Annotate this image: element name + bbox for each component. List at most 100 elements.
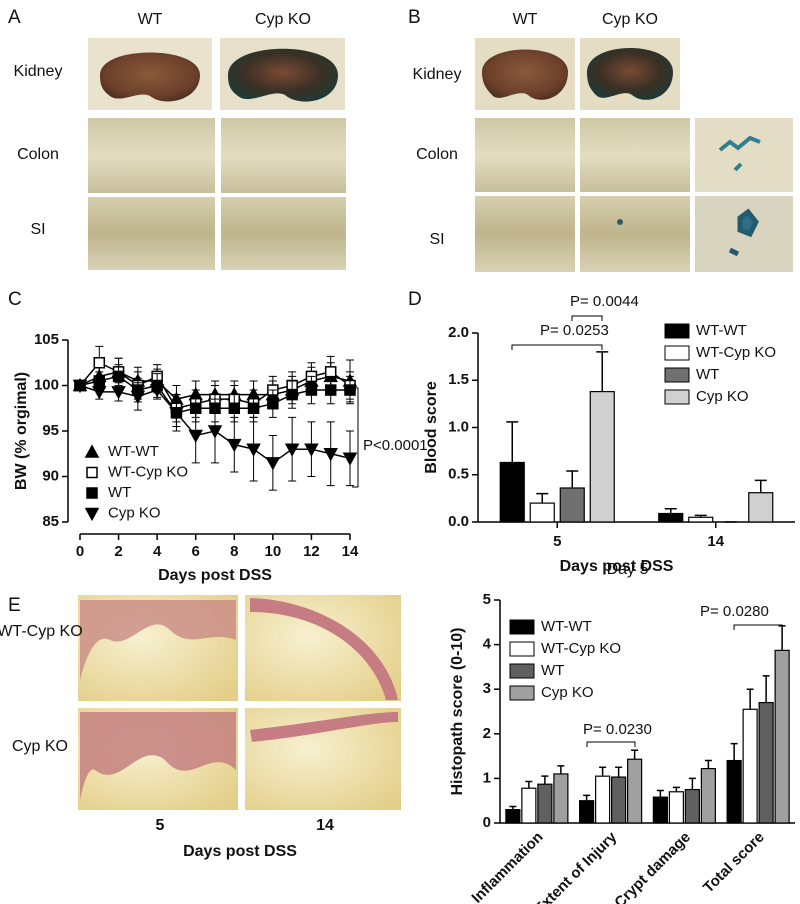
y-tick-label: 5 — [483, 591, 491, 608]
tissue — [250, 598, 398, 700]
x-axis-label: Days post DSS — [560, 558, 674, 575]
y-tick-label: 2 — [483, 725, 491, 742]
x-tick-label: 12 — [303, 543, 320, 560]
bar — [684, 788, 700, 824]
x-tick-label: Inflammation — [468, 829, 546, 904]
legend-label: WT-WT — [108, 443, 159, 460]
x-tick-label: 14 — [342, 543, 359, 560]
bar — [700, 767, 716, 824]
legend-label: WT — [541, 662, 564, 679]
legend-label: WT — [108, 484, 131, 501]
marker — [86, 466, 98, 479]
x-tick-label: 0 — [76, 543, 84, 560]
marker — [286, 388, 298, 401]
tissue — [250, 712, 398, 742]
x-tick-label: 2 — [114, 543, 122, 560]
bracket — [571, 315, 603, 321]
x-tick-label: 8 — [230, 543, 238, 560]
column-label: Cyp KO — [255, 11, 311, 28]
marker — [323, 448, 338, 462]
photo — [88, 197, 215, 270]
marker — [72, 379, 88, 394]
photo — [221, 118, 346, 193]
tissue — [80, 712, 236, 800]
error-bar — [536, 492, 549, 504]
bar — [579, 800, 595, 824]
marker — [267, 397, 279, 410]
error-bar — [599, 766, 607, 777]
column-label: WT — [513, 11, 538, 28]
legend-swatch — [664, 323, 690, 339]
photo — [475, 196, 575, 272]
column-label: 5 — [156, 817, 165, 834]
error-bar — [615, 766, 623, 778]
x-tick-label: 6 — [192, 543, 200, 560]
annotation: P= 0.0230 — [583, 721, 652, 738]
error-bar — [566, 470, 579, 488]
marker — [265, 457, 281, 471]
bar — [726, 759, 742, 824]
error-bar — [664, 508, 677, 514]
y-tick-label: 105 — [34, 331, 59, 348]
y-tick-label: 0.5 — [448, 466, 469, 483]
annotation: P<0.0001 — [363, 437, 428, 454]
bar — [521, 787, 537, 824]
stain — [718, 135, 761, 172]
y-tick-label: 95 — [42, 422, 59, 439]
legend-swatch — [509, 663, 535, 679]
row-label: SI — [429, 231, 444, 248]
photo — [695, 118, 793, 192]
bar — [553, 773, 569, 824]
kidney — [228, 48, 338, 102]
marker — [112, 370, 125, 383]
bar — [559, 487, 585, 523]
error-bar — [754, 479, 767, 493]
y-tick-label: 0 — [483, 814, 491, 831]
error-bar — [762, 675, 770, 703]
legend-label: Cyp KO — [541, 684, 594, 701]
legend-label: WT-Cyp KO — [541, 640, 621, 657]
row-label: SI — [30, 221, 45, 238]
legend-swatch — [664, 389, 690, 405]
column-label: 14 — [316, 817, 334, 834]
y-axis-label: Blood score — [423, 381, 440, 474]
legend-swatch — [509, 685, 535, 701]
marker — [246, 443, 261, 457]
kidney — [482, 49, 568, 100]
bar — [505, 809, 521, 824]
legend-label: WT-WT — [541, 618, 592, 635]
marker — [324, 384, 337, 396]
x-tick-label: 14 — [707, 533, 724, 550]
error-bar — [730, 742, 738, 761]
y-tick-label: 2.0 — [448, 324, 469, 341]
marker — [130, 390, 146, 404]
legend-swatch — [664, 345, 690, 361]
marker — [92, 386, 107, 400]
row-label: WT-Cyp KO — [0, 623, 83, 640]
photo-panel-b — [475, 38, 793, 272]
x-axis-label: Days post DSS — [158, 567, 272, 584]
marker — [169, 407, 184, 421]
panel-letter: D — [408, 289, 422, 310]
error-bar — [656, 789, 664, 798]
y-tick-label: 4 — [483, 636, 492, 653]
row-label: Kidney — [413, 66, 462, 83]
photo-panel-e — [78, 595, 401, 810]
y-tick-label: 1.5 — [448, 371, 469, 388]
marker — [84, 444, 100, 458]
legend-label: WT-WT — [696, 322, 747, 339]
error-bar — [506, 421, 519, 463]
column-label: WT — [138, 11, 163, 28]
marker — [111, 386, 126, 400]
legend-label: WT-Cyp KO — [108, 463, 188, 480]
marker — [344, 384, 356, 396]
error-bar — [704, 759, 712, 769]
bar — [658, 512, 684, 523]
bracket — [733, 624, 783, 630]
stain — [617, 219, 623, 225]
error-bar — [525, 780, 533, 789]
y-tick-label: 85 — [42, 513, 59, 530]
marker — [342, 452, 358, 466]
marker — [284, 443, 300, 457]
